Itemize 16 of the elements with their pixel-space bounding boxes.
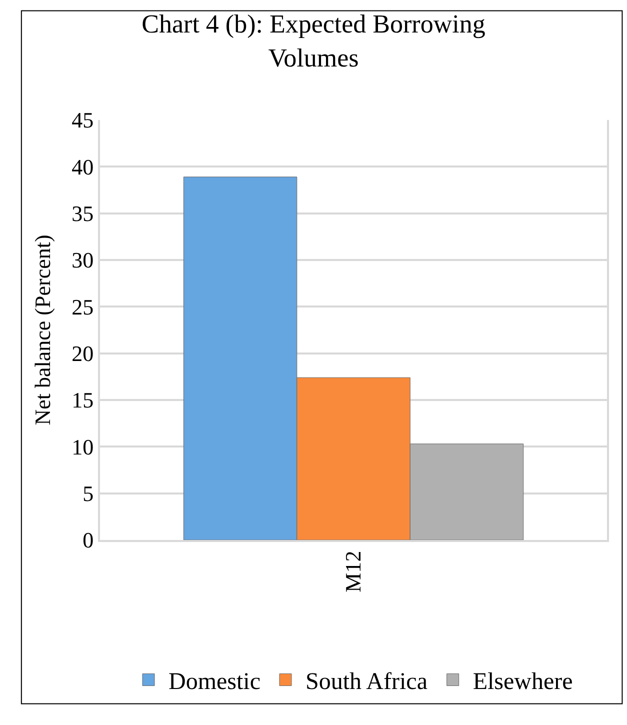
y-tick-label: 40 [72, 154, 94, 180]
y-tick-label: 25 [72, 294, 94, 320]
legend-label: Elsewhere [472, 669, 573, 696]
y-tick-label: 15 [72, 388, 94, 413]
y-tick-label: 35 [72, 201, 94, 226]
y-tick-label: 20 [72, 341, 94, 366]
chart-title: Chart 4 (b): Expected Borrowing Volumes [142, 10, 486, 72]
y-axis-title: Net balance (Percent) [30, 234, 55, 426]
x-tick-label: M12 [340, 550, 366, 592]
y-tick-label: 5 [82, 481, 94, 506]
y-tick-label: 45 [72, 108, 94, 133]
y-tick-label: 10 [72, 434, 94, 460]
y-tick-label: 0 [82, 528, 94, 553]
legend-label: South Africa [305, 669, 428, 696]
y-tick-label: 30 [72, 248, 94, 273]
legend-label: Domestic [168, 669, 260, 696]
